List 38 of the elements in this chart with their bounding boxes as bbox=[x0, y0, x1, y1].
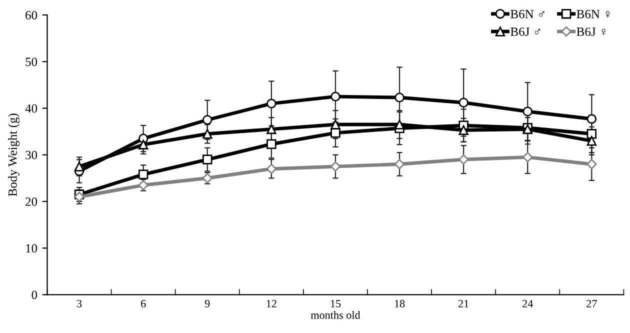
point bbox=[586, 136, 597, 146]
point bbox=[394, 159, 405, 170]
y-tick-label: 50 bbox=[26, 58, 38, 66]
x-tick-label: 9 bbox=[204, 300, 210, 308]
x-tick-label: 12 bbox=[266, 300, 276, 308]
legend-label: B6N ♀ bbox=[576, 10, 610, 18]
y-tick-label: 0 bbox=[32, 290, 38, 300]
point bbox=[586, 129, 597, 139]
point bbox=[266, 139, 276, 149]
y-axis-title: Body Weight (g) bbox=[8, 114, 20, 196]
x-tick-label: 18 bbox=[394, 300, 405, 308]
point bbox=[202, 154, 212, 164]
legend-label: B6J ♂ bbox=[510, 28, 540, 36]
point bbox=[394, 92, 404, 102]
x-axis-title: months old bbox=[310, 311, 360, 319]
point bbox=[522, 152, 533, 162]
legend-label: B6J ♀ bbox=[576, 28, 606, 36]
point bbox=[586, 159, 597, 170]
y-tick-label: 20 bbox=[26, 197, 38, 206]
y-tick-label: 10 bbox=[26, 244, 38, 253]
point bbox=[138, 140, 148, 150]
legend-label: B6N ♂ bbox=[510, 10, 544, 18]
x-tick-label: 21 bbox=[458, 300, 468, 308]
y-tick-label: 60 bbox=[26, 11, 38, 20]
x-tick-label: 15 bbox=[330, 300, 341, 308]
y-tick-label: 40 bbox=[25, 104, 38, 113]
point bbox=[266, 98, 276, 108]
y-tick-label: 30 bbox=[26, 150, 38, 160]
point bbox=[330, 161, 341, 172]
x-tick-label: 27 bbox=[586, 300, 597, 308]
point bbox=[458, 154, 469, 165]
point bbox=[266, 164, 277, 174]
x-tick-label: 3 bbox=[77, 300, 82, 308]
x-tick-label: 6 bbox=[141, 300, 146, 308]
point bbox=[458, 98, 468, 108]
point bbox=[330, 92, 340, 102]
point bbox=[394, 120, 404, 130]
x-tick-label: 24 bbox=[522, 300, 534, 308]
